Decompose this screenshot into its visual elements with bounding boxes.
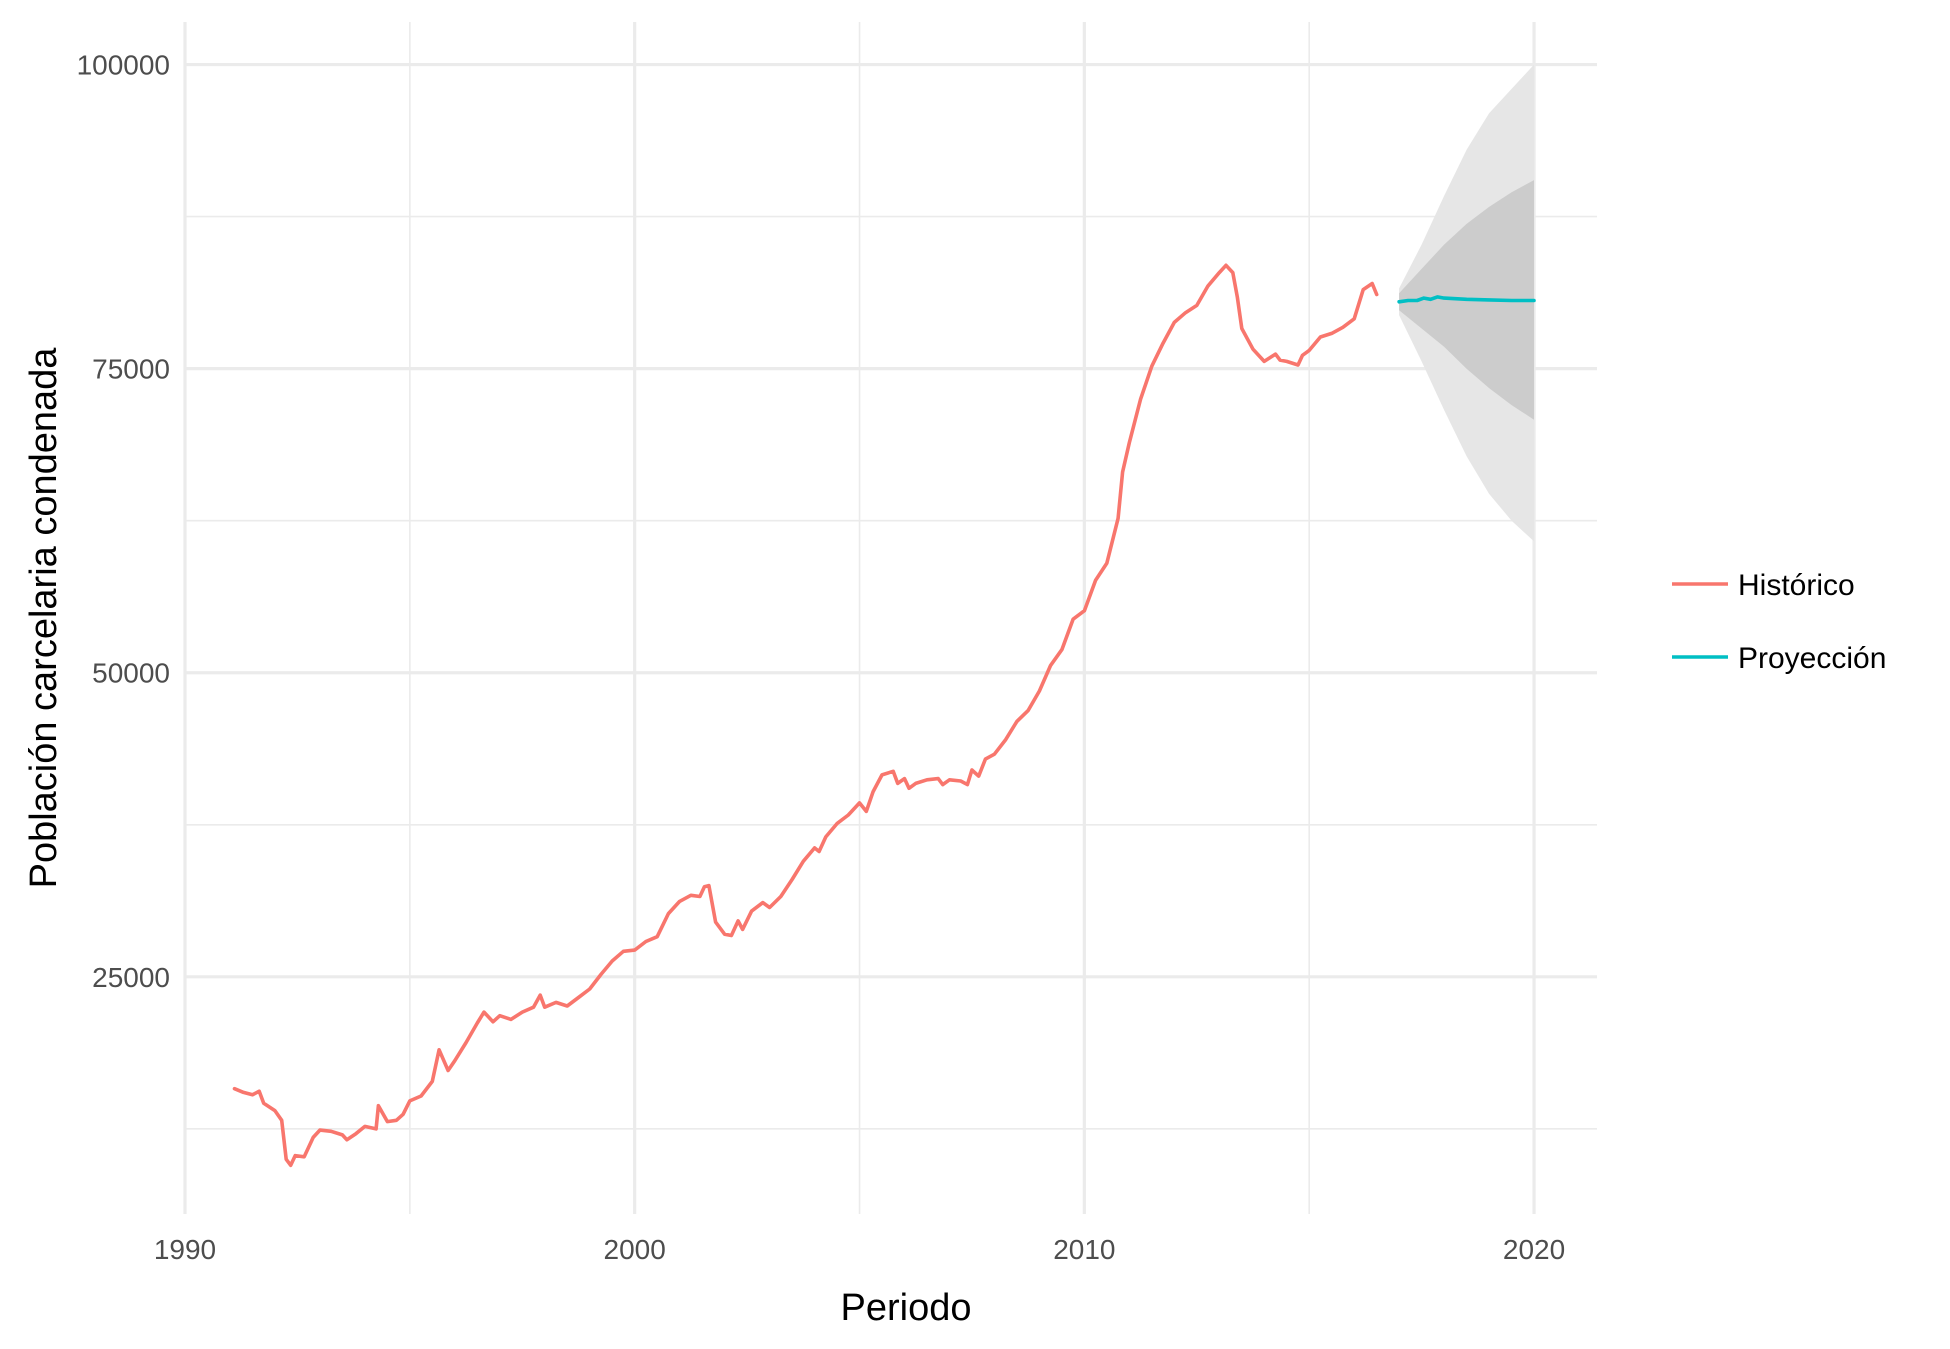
series-lines (232, 263, 1536, 1168)
major-gridlines (183, 22, 1597, 1214)
y-axis-tick-labels: 25000 50000 75000 100000 (77, 50, 170, 993)
x-tick-label: 2000 (604, 1234, 666, 1265)
y-tick-label: 25000 (92, 962, 170, 993)
series-line-historico (232, 263, 1379, 1168)
y-tick-label: 50000 (92, 658, 170, 689)
x-axis-title: Periodo (841, 1287, 972, 1329)
y-axis-title: Población carcelaria condenada (23, 347, 65, 889)
x-axis-tick-labels: 1990 2000 2010 2020 (154, 1234, 1565, 1265)
minor-gridlines (185, 22, 1597, 1214)
legend: Histórico Proyección (1672, 569, 1886, 675)
y-tick-label: 75000 (92, 354, 170, 385)
x-tick-label: 2020 (1503, 1234, 1565, 1265)
x-tick-label: 2010 (1053, 1234, 1115, 1265)
x-tick-label: 1990 (154, 1234, 216, 1265)
legend-label: Histórico (1738, 569, 1855, 602)
y-tick-label: 100000 (77, 50, 170, 81)
prediction-intervals (1399, 64, 1534, 542)
legend-label: Proyección (1738, 642, 1886, 675)
series-line-proyeccion (1397, 295, 1536, 304)
